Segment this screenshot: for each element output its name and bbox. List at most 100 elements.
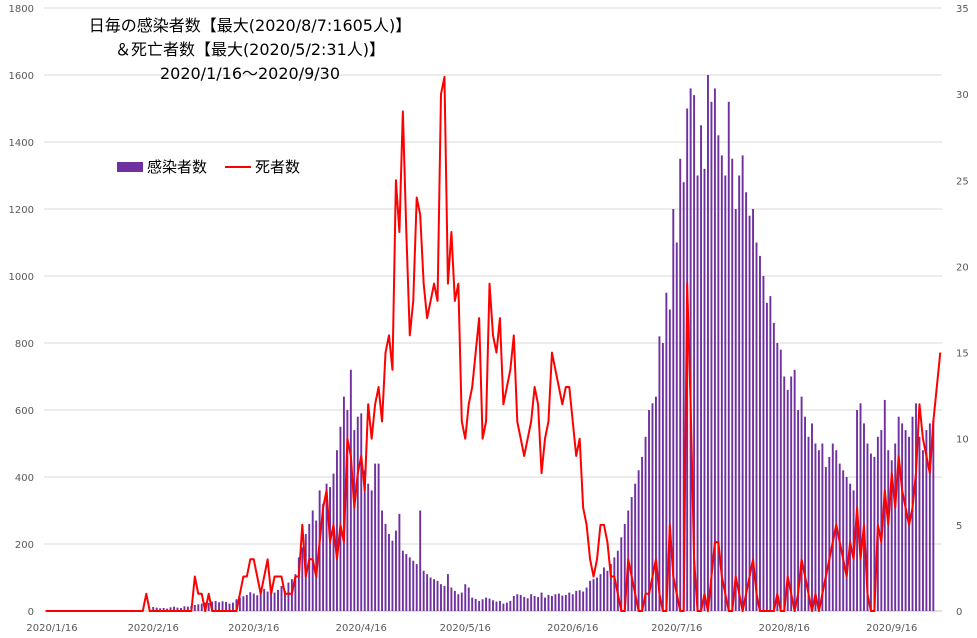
infection-bar bbox=[824, 466, 827, 611]
infection-bar bbox=[696, 175, 699, 611]
x-tick-label: 2020/2/16 bbox=[128, 623, 179, 634]
y-right-tick-label: 35 bbox=[956, 4, 969, 15]
infection-bar bbox=[242, 596, 245, 611]
infection-bar bbox=[495, 601, 498, 611]
infection-bar bbox=[630, 497, 633, 611]
infection-bar bbox=[394, 530, 397, 611]
y-left-tick-label: 600 bbox=[15, 406, 34, 417]
infection-bar bbox=[932, 420, 935, 611]
infection-bar bbox=[426, 574, 429, 611]
infection-bar bbox=[918, 436, 921, 611]
infection-bar bbox=[353, 430, 356, 611]
y-left-tick-label: 1000 bbox=[9, 272, 34, 283]
infection-bar bbox=[315, 520, 318, 611]
infection-bar bbox=[831, 443, 834, 611]
death-line-group bbox=[45, 75, 942, 612]
infection-bar bbox=[644, 436, 647, 611]
infection-bar bbox=[349, 369, 352, 611]
infection-bar bbox=[325, 483, 328, 611]
infection-bar bbox=[360, 413, 363, 611]
y-left-tick-label: 1600 bbox=[9, 71, 34, 82]
infection-bar bbox=[797, 410, 800, 611]
infection-bar bbox=[297, 557, 300, 611]
infection-bar bbox=[197, 604, 200, 611]
infection-bar bbox=[249, 592, 252, 611]
infection-bar bbox=[502, 603, 505, 611]
infection-bar bbox=[648, 410, 650, 611]
infection-bar bbox=[422, 570, 425, 611]
infection-bar bbox=[776, 343, 779, 611]
infection-bar bbox=[609, 564, 612, 611]
infection-bar bbox=[492, 600, 494, 611]
infection-bar bbox=[928, 423, 931, 611]
infection-bar bbox=[200, 603, 203, 611]
infection-bar bbox=[155, 607, 158, 611]
infection-bar bbox=[700, 125, 702, 611]
infection-bar bbox=[342, 396, 345, 611]
infection-bar bbox=[453, 590, 456, 611]
infection-bar bbox=[599, 574, 602, 611]
infection-bar bbox=[637, 470, 640, 611]
infection-bar bbox=[828, 456, 831, 611]
infection-bar bbox=[381, 510, 384, 611]
infection-bar bbox=[550, 595, 553, 611]
infection-bar bbox=[842, 470, 845, 611]
legend-line-swatch bbox=[225, 165, 252, 168]
infection-bar bbox=[478, 600, 481, 611]
infection-bar bbox=[488, 598, 491, 611]
infection-bar bbox=[720, 155, 723, 611]
infection-bar bbox=[193, 604, 196, 611]
title-line-1: 日毎の感染者数【最大(2020/8/7:1605人)】 bbox=[88, 16, 412, 35]
infection-bar bbox=[845, 477, 848, 611]
infection-bar bbox=[738, 175, 741, 611]
infection-bar bbox=[446, 574, 449, 611]
infection-bar bbox=[759, 255, 761, 611]
infection-bar bbox=[901, 423, 904, 611]
infection-bar bbox=[915, 403, 917, 611]
infection-bar bbox=[752, 209, 754, 611]
infection-bar bbox=[252, 593, 255, 611]
infection-bar bbox=[807, 436, 810, 611]
infection-bar bbox=[256, 595, 259, 611]
infection-bar bbox=[786, 389, 789, 611]
infection-bar bbox=[748, 215, 751, 611]
infection-bar bbox=[790, 376, 793, 611]
legend: 感染者数 死者数 bbox=[117, 156, 318, 177]
infection-bar bbox=[606, 570, 609, 611]
infection-bar bbox=[183, 606, 186, 611]
infection-bar bbox=[173, 606, 175, 611]
infection-bar bbox=[415, 564, 418, 611]
infection-bar bbox=[294, 574, 297, 611]
infection-bars bbox=[152, 75, 935, 612]
infection-bar bbox=[911, 416, 914, 611]
infection-bar bbox=[277, 589, 279, 611]
infection-bar bbox=[284, 590, 286, 611]
infection-bar bbox=[641, 456, 644, 611]
infection-bar bbox=[689, 88, 692, 611]
infection-bar bbox=[235, 599, 238, 611]
y-right-tick-label: 15 bbox=[956, 349, 969, 360]
y-left-tick-label: 800 bbox=[15, 339, 34, 350]
infection-bar bbox=[308, 523, 311, 611]
infection-bar bbox=[887, 450, 890, 611]
infection-bar bbox=[408, 557, 411, 611]
infection-bar bbox=[460, 592, 463, 611]
infection-bar bbox=[339, 426, 342, 611]
y-right-tick-label: 20 bbox=[956, 262, 969, 273]
infection-bar bbox=[398, 513, 401, 611]
infection-bar bbox=[433, 579, 436, 611]
infection-bar bbox=[162, 607, 165, 611]
infection-bar bbox=[585, 587, 588, 611]
infection-bar bbox=[370, 490, 373, 611]
infection-bar bbox=[682, 182, 685, 611]
infection-bar bbox=[467, 587, 470, 611]
infection-bar bbox=[921, 450, 924, 611]
infection-bar bbox=[180, 607, 182, 611]
infection-bar bbox=[533, 595, 536, 611]
infection-bar bbox=[457, 594, 460, 611]
infection-bar bbox=[186, 606, 189, 611]
death-line bbox=[45, 75, 942, 612]
infection-bar bbox=[762, 276, 765, 611]
infection-bar bbox=[481, 599, 484, 611]
infection-bar bbox=[332, 473, 335, 611]
